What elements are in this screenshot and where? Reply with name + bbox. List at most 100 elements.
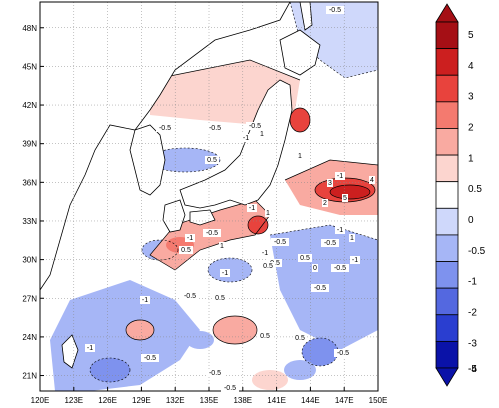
- lat-tick-label: 33N: [22, 217, 37, 226]
- contour-label: 1: [220, 243, 224, 250]
- positive-core-izu: [248, 216, 268, 234]
- contour-label: 0.5: [207, 157, 217, 164]
- contour-label-bg: [141, 354, 159, 362]
- contour-label-bg: [179, 246, 193, 254]
- colorbar-min-arrow: [435, 367, 459, 387]
- colorbar-segment: [435, 21, 459, 50]
- contour-label: -1: [262, 250, 268, 257]
- contour-label-bg: [221, 384, 239, 392]
- lat-tick-label: 24N: [22, 333, 37, 342]
- contour-label: -0.5: [209, 125, 221, 132]
- colorbar-segment: [435, 287, 459, 316]
- contour-label-bg: [220, 269, 230, 277]
- contour-label-bg: [326, 6, 344, 14]
- lon-tick-label: 147E: [335, 396, 354, 405]
- negative-core-1: [90, 358, 130, 382]
- lat-tick-label: 42N: [22, 101, 37, 110]
- hokkaido: [279, 29, 321, 76]
- contour-label-bg: [297, 152, 303, 160]
- colorbar-label: -1: [468, 277, 477, 288]
- contour-label-bg: [206, 369, 224, 377]
- contour-label: 0: [313, 265, 317, 272]
- contour-label-bg: [258, 332, 272, 340]
- colorbar-label: 0: [468, 215, 474, 226]
- negative-core-5: [186, 331, 214, 349]
- contour-label: 1: [260, 131, 264, 138]
- korea-peninsula: [129, 124, 166, 196]
- colorbar-label: 3: [468, 92, 474, 103]
- contour-label: -0.5: [314, 285, 326, 292]
- positive-core-south-3: [252, 370, 288, 390]
- colorbar-segment: [435, 48, 459, 76]
- negative-core-2: [302, 338, 338, 366]
- contour-label: -1: [352, 257, 358, 264]
- contour-label-bg: [85, 344, 95, 352]
- lon-axis: 120E 123E 126E 129E 132E 135E 138E 141E 144E 147E…: [31, 387, 387, 405]
- lat-tick-label: 30N: [22, 256, 37, 265]
- lat-axis: 48N 45N 42N 39N 36N 33N 30N 27N 24N 21N: [22, 24, 44, 381]
- contour-label-bg: [311, 284, 329, 292]
- contour-labels: -0.5-0.5 -0.5 -0.50.51-113-14521-1-0.5-10.…: [85, 6, 375, 392]
- contour-label-bg: [185, 234, 195, 242]
- colorbar-label: -0.5: [468, 246, 486, 257]
- contour-label-bg: [331, 264, 349, 272]
- lon-tick-label: 138E: [233, 396, 252, 405]
- contour-label-bg: [335, 226, 345, 234]
- contour-label: 1: [266, 210, 270, 217]
- negative-core-4: [284, 360, 316, 380]
- contour-label: -1: [222, 270, 228, 277]
- colorbar-label: -2: [468, 308, 477, 319]
- colorbar-segment: [435, 340, 459, 369]
- lat-tick-label: 36N: [22, 178, 37, 187]
- contour-label-bg: [350, 256, 360, 264]
- positive-core-extension-inner: [330, 185, 370, 199]
- lon-tick-label: 123E: [64, 396, 83, 405]
- contour-label: -0.5: [224, 385, 236, 392]
- contour-label-bg: [327, 179, 333, 187]
- contour-label-bg: [241, 134, 251, 142]
- contour-label: -0.5: [144, 355, 156, 362]
- contour-label: 2: [323, 200, 327, 207]
- lon-tick-label: 144E: [301, 396, 320, 405]
- contour-label: 0.5: [295, 335, 305, 342]
- contour-label-bg: [342, 194, 348, 202]
- lon-tick-label: 129E: [132, 396, 151, 405]
- contour-label: -0.5: [274, 239, 286, 246]
- contour-label: -1: [87, 345, 93, 352]
- contour-label-bg: [156, 124, 174, 132]
- contour-label: -0.5: [249, 123, 261, 130]
- colorbar-label: 0.5: [468, 184, 482, 195]
- colorbar-label: 2: [468, 123, 474, 134]
- contour-label-bg: [334, 349, 352, 357]
- positive-core-sanriku: [290, 108, 310, 132]
- contour-label-bg: [298, 254, 312, 262]
- honshu: [179, 79, 293, 209]
- colorbar-label: 5: [468, 30, 474, 41]
- lat-tick-label: 39N: [22, 140, 37, 149]
- contour-label: -0.5: [206, 230, 218, 237]
- colorbar-label: 1: [468, 153, 474, 164]
- positive-core-south-2: [126, 320, 154, 340]
- contour-label: -1: [243, 135, 249, 142]
- contour-label: -0.5: [334, 265, 346, 272]
- contour-label-bg: [369, 176, 375, 184]
- contour-label: 0.5: [181, 247, 191, 254]
- contour-label-bg: [181, 292, 199, 300]
- contour-label-bg: [219, 242, 225, 250]
- colorbar: 5 4 3 2 1 0.5 0 -0.5 -1 -2 -3 -4-5: [435, 3, 486, 387]
- contour-label: 1: [298, 153, 302, 160]
- colorbar-label: -4: [468, 364, 477, 375]
- contour-label-bg: [312, 264, 318, 272]
- contour-label: -1: [142, 297, 148, 304]
- contour-label: 0.5: [263, 263, 273, 270]
- lon-tick-label: 132E: [166, 396, 185, 405]
- sakhalin: [299, 2, 313, 31]
- contour-label-bg: [265, 209, 271, 217]
- contour-label-bg: [335, 172, 345, 180]
- contour-label: 0.5: [270, 260, 280, 267]
- contour-label-bg: [271, 238, 289, 246]
- contour-label: -0.5: [337, 350, 349, 357]
- contour-label-bg: [213, 294, 227, 302]
- colorbar-label: 4: [468, 61, 474, 72]
